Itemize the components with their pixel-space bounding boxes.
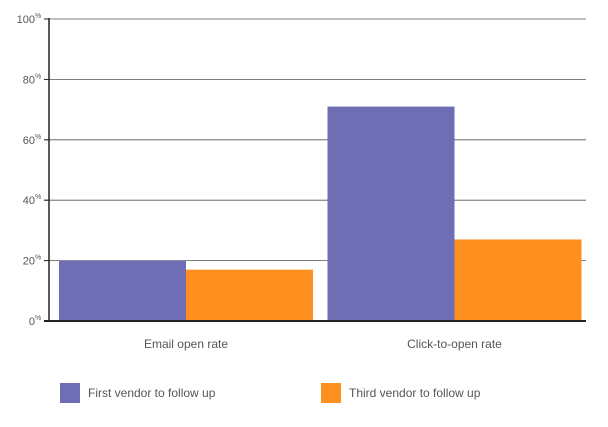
legend: First vendor to follow up Third vendor t… xyxy=(0,382,608,406)
x-category-label-1: Click-to-open rate xyxy=(407,337,502,351)
y-tick-label-100: 100 xyxy=(17,14,35,26)
y-tick-label-0: 0 xyxy=(29,316,35,328)
bar-third-vendor-click-to-open xyxy=(454,239,582,321)
y-axis-ticks: 0 %20 %40 %60 %80 %100% xyxy=(17,13,49,328)
bar-first-vendor-email-open xyxy=(59,260,186,321)
y-tick-label-60: 60 xyxy=(23,135,35,147)
legend-label-third-vendor: Third vendor to follow up xyxy=(349,386,481,400)
legend-item-first-vendor: First vendor to follow up xyxy=(60,382,215,404)
y-tick-label-40: 40 xyxy=(23,195,35,207)
x-category-label-0: Email open rate xyxy=(144,337,228,351)
legend-label-first-vendor: First vendor to follow up xyxy=(88,386,216,400)
y-tick-suffix-20: % xyxy=(35,255,41,262)
legend-item-third-vendor: Third vendor to follow up xyxy=(321,382,480,404)
bar-first-vendor-click-to-open xyxy=(327,106,455,321)
bar-third-vendor-email-open xyxy=(186,269,313,321)
y-tick-suffix-80: % xyxy=(35,73,41,80)
bar-chart: 0 %20 %40 %60 %80 %100% Email open rate Click-… xyxy=(17,13,586,351)
y-tick-suffix-0: % xyxy=(35,315,41,322)
y-tick-suffix-60: % xyxy=(35,134,41,141)
y-tick-suffix-40: % xyxy=(35,194,41,201)
y-tick-label-20: 20 xyxy=(23,256,35,268)
gridlines xyxy=(44,18,586,262)
legend-swatch-first-vendor xyxy=(60,383,80,403)
y-tick-label-80: 80 xyxy=(23,74,35,86)
y-tick-suffix-100: % xyxy=(35,13,41,20)
x-axis-categories: Email open rate Click-to-open rate xyxy=(144,337,502,351)
legend-swatch-third-vendor xyxy=(321,383,341,403)
bars xyxy=(59,106,582,321)
